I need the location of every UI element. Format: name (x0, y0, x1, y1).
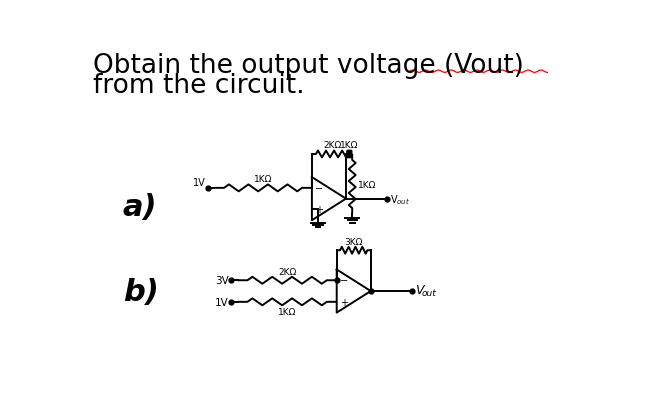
Text: V$_{out}$: V$_{out}$ (390, 192, 411, 206)
Text: out: out (422, 288, 437, 297)
Text: a): a) (123, 192, 158, 221)
Text: +: + (315, 205, 323, 215)
Text: 3V: 3V (215, 275, 229, 286)
Text: V: V (415, 284, 424, 296)
Text: 1V: 1V (193, 178, 206, 188)
Text: 1KΩ: 1KΩ (278, 307, 296, 316)
Text: b): b) (123, 277, 158, 306)
Text: 1KΩ: 1KΩ (254, 175, 273, 184)
Text: 2KΩ: 2KΩ (278, 267, 296, 276)
Text: 1KΩ: 1KΩ (340, 141, 358, 150)
Text: 1KΩ: 1KΩ (358, 180, 376, 189)
Text: 3KΩ: 3KΩ (345, 237, 363, 246)
Text: Obtain the output voltage (Vout): Obtain the output voltage (Vout) (93, 53, 524, 79)
Text: −: − (315, 183, 323, 193)
Text: 2KΩ: 2KΩ (323, 141, 341, 150)
Text: from the circuit.: from the circuit. (93, 73, 305, 99)
Text: +: + (340, 297, 348, 307)
Text: −: − (340, 275, 348, 286)
Text: 1V: 1V (215, 297, 229, 307)
